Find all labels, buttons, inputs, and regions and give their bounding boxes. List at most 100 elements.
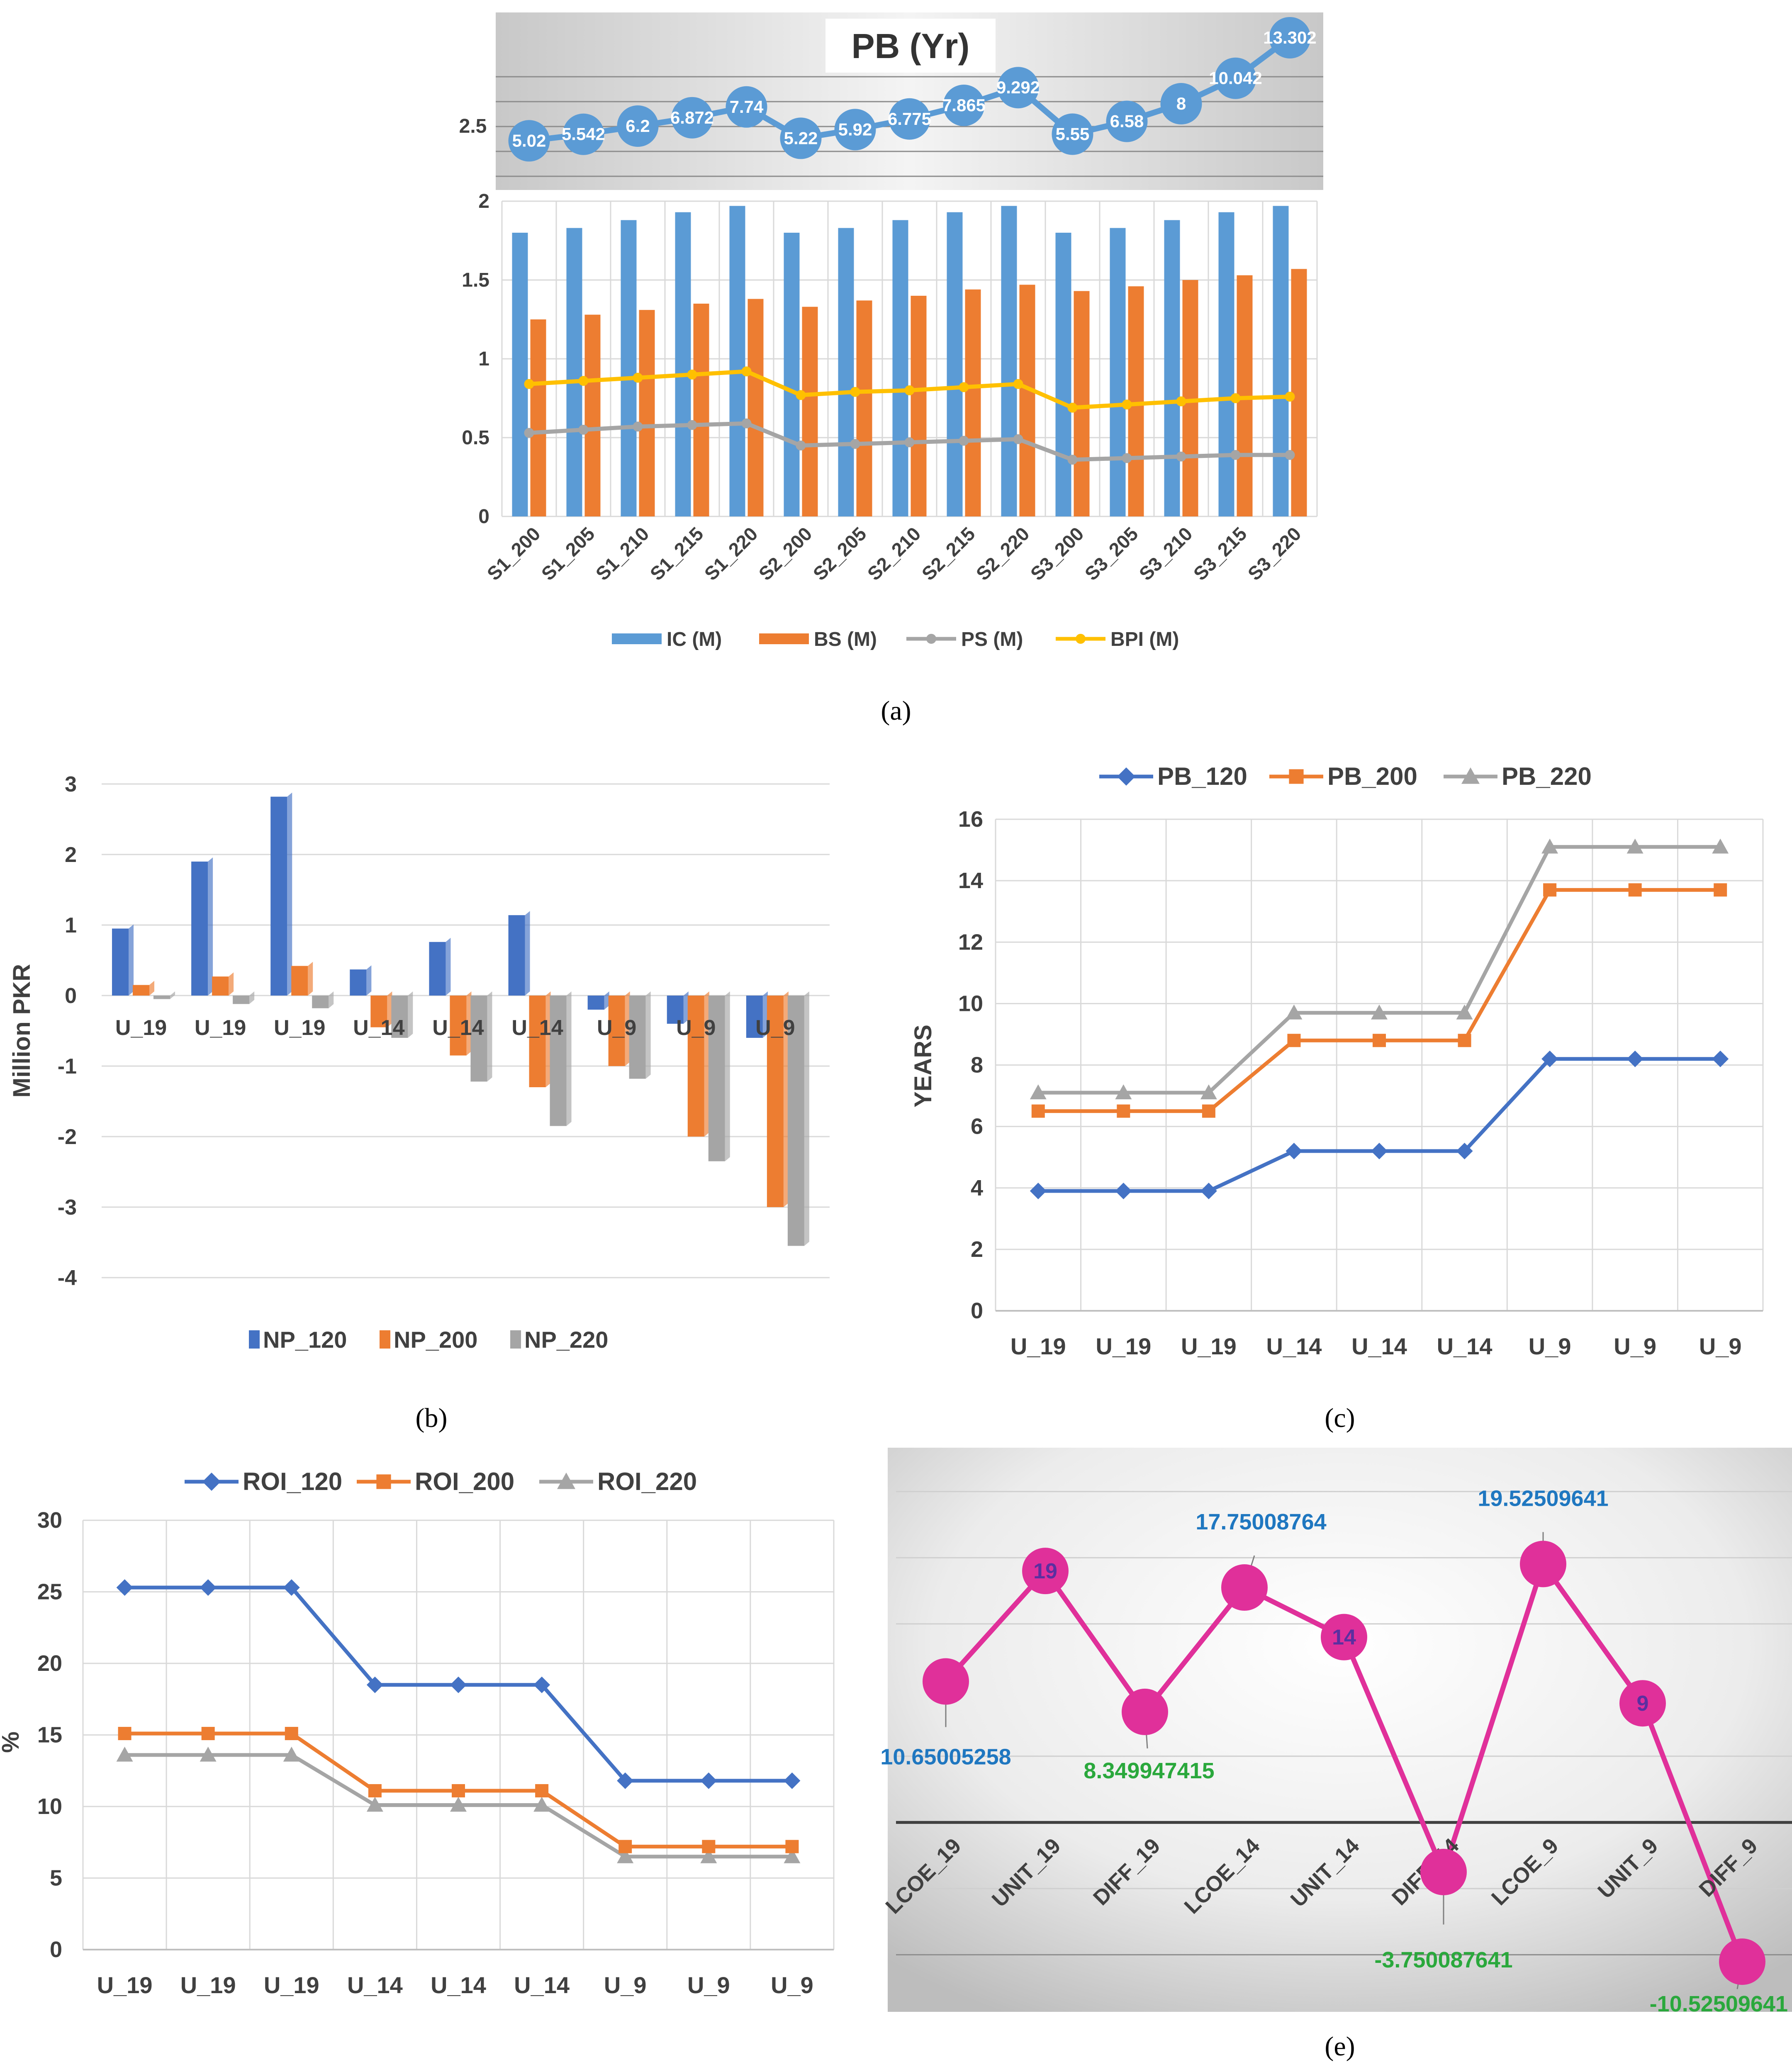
ps-point [578, 425, 589, 435]
bar-np_200 [212, 976, 229, 996]
bar-np_200 [687, 996, 704, 1137]
roi_220-point [700, 1848, 717, 1863]
pb_220-point [1371, 1004, 1388, 1020]
bpi-point [741, 366, 752, 377]
bar-side [129, 924, 134, 996]
series-point [1221, 1564, 1268, 1611]
bar-ic [512, 233, 528, 516]
series-point [923, 1658, 969, 1705]
bar-np_200 [133, 985, 149, 996]
ps-point [904, 437, 915, 448]
pb_220-point [1030, 1084, 1047, 1100]
x-tick-label: S3_210 [1135, 523, 1197, 584]
y-tick-label: -1 [58, 1054, 77, 1079]
pb-data-label: 6.775 [888, 109, 931, 129]
x-tick-label: U_14 [1437, 1333, 1493, 1359]
pb_120-point [1712, 1050, 1729, 1067]
bar-ic [1218, 212, 1234, 517]
data-label: -3.750087641 [1374, 1948, 1512, 1972]
pb-point [834, 109, 876, 151]
x-tick-label: U_19 [97, 1972, 153, 1998]
x-tick-label: S1_205 [537, 523, 599, 584]
x-tick-label: U_19 [1096, 1333, 1151, 1359]
pb_200-point [1373, 1034, 1386, 1047]
y-tick-label: 10 [958, 991, 983, 1016]
bar-ic [892, 220, 908, 516]
bar-np_200 [370, 996, 387, 1027]
y-tick-label: -3 [58, 1195, 77, 1220]
bar-bs [965, 289, 981, 516]
y-tick-label: 2 [478, 190, 489, 212]
bar-np_120 [746, 996, 763, 1038]
pb-point [780, 117, 822, 159]
pb_220-point [1541, 838, 1558, 854]
bpi-point [1285, 392, 1295, 402]
pb_220-point [1115, 1084, 1132, 1100]
legend-marker [202, 1473, 221, 1491]
legend-swatch [380, 1330, 390, 1349]
legend-marker [1289, 769, 1304, 784]
legend-label: BPI (M) [1110, 628, 1179, 650]
bar-np_220 [153, 996, 170, 999]
x-tick-label: U_19 [115, 1016, 167, 1040]
pb_120-line [1038, 1057, 1721, 1193]
ps-point [1176, 451, 1186, 462]
y-tick-label: 10 [37, 1794, 62, 1819]
roi_220-point [533, 1797, 550, 1812]
series-point [1619, 1680, 1666, 1727]
pb-data-label: 5.22 [784, 128, 818, 148]
pb-data-label: 8 [1176, 94, 1186, 113]
bar-ic [1055, 233, 1071, 516]
x-tick-label: U_14 [511, 1016, 563, 1040]
legend-label: ROI_220 [597, 1468, 697, 1495]
x-tick-label: U_19 [264, 1972, 319, 1998]
y-tick-label: 14 [958, 868, 983, 893]
y-tick-label: 6 [971, 1114, 983, 1139]
bar-np_200 [450, 996, 467, 1056]
ps-point [687, 420, 697, 430]
pb-point [617, 105, 659, 147]
y-tick-label: 0 [50, 1937, 62, 1962]
legend-marker [1117, 767, 1135, 786]
series-point [1321, 1614, 1367, 1660]
bar-ic [947, 212, 963, 517]
bar-bs [639, 310, 655, 516]
pb_120-point [1200, 1183, 1217, 1200]
legend-label: NP_200 [394, 1327, 477, 1353]
data-label: 17.75008764 [1195, 1509, 1326, 1534]
bar-side [725, 991, 730, 1161]
bar-np_120 [429, 942, 446, 996]
pb_220-point [1286, 1004, 1303, 1020]
y-tick-label: 0 [478, 506, 489, 528]
bar-side [408, 991, 413, 1038]
x-tick-label: S3_205 [1081, 523, 1142, 584]
bar-np_200 [529, 996, 546, 1087]
bar-side [525, 911, 530, 996]
x-tick-label: S2_205 [809, 523, 871, 584]
bar-ic [621, 220, 637, 516]
bar-side [387, 991, 392, 1027]
pb-data-label: 5.542 [562, 124, 605, 144]
bar-bs [911, 296, 927, 516]
bar-np_220 [787, 996, 804, 1246]
bar-np_120 [508, 915, 525, 996]
bar-side [149, 981, 154, 996]
bar-bs [1019, 285, 1035, 516]
pb_120-point [1115, 1183, 1132, 1200]
legend-label: PB_120 [1157, 762, 1247, 790]
pb_220-line [1038, 845, 1721, 1095]
x-tick-label: U_19 [180, 1972, 236, 1998]
bar-side [466, 991, 472, 1056]
x-tick-label: U_9 [676, 1016, 716, 1040]
y-tick-label: 0.5 [462, 427, 489, 449]
bar-side [683, 991, 689, 1024]
x-tick-label: U_9 [687, 1972, 730, 1998]
x-tick-label: S2_215 [918, 523, 979, 584]
pb_220-point [1712, 838, 1729, 854]
pb_120-point [1626, 1050, 1643, 1067]
x-tick-label: U_14 [347, 1972, 403, 1998]
data-label: 8.349947415 [1083, 1758, 1214, 1783]
bar-np_120 [587, 996, 604, 1010]
pb_200-point [1031, 1104, 1045, 1118]
caption-c: (c) [1325, 1403, 1355, 1433]
